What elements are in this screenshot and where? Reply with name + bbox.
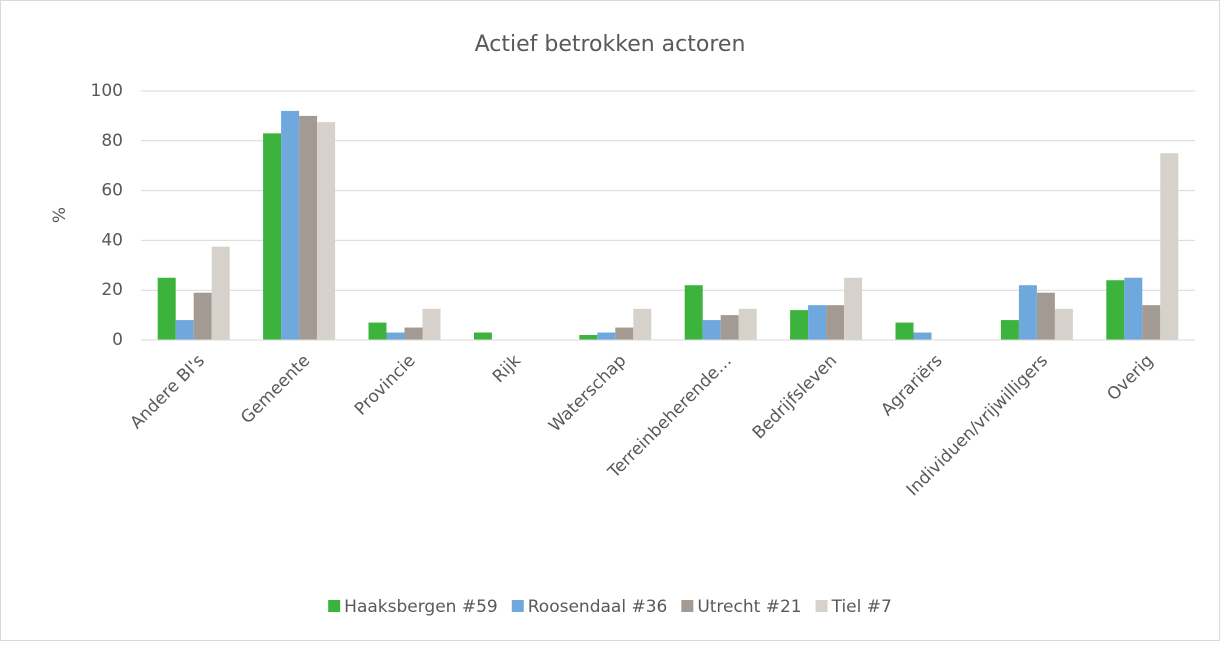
legend-swatch <box>328 600 341 612</box>
bar <box>317 122 336 340</box>
bar <box>157 277 176 340</box>
bar <box>1124 277 1143 340</box>
bar <box>299 115 318 341</box>
bar <box>684 285 703 340</box>
bar <box>422 308 441 340</box>
bar <box>281 110 300 340</box>
bar <box>826 305 845 340</box>
y-tick-label: 60 <box>101 181 123 201</box>
legend-swatch <box>681 600 694 612</box>
bar <box>1000 320 1019 340</box>
bar <box>895 322 914 340</box>
bar <box>1142 305 1161 340</box>
bar <box>193 292 212 340</box>
bar <box>633 308 652 340</box>
bar <box>473 332 492 340</box>
bar <box>913 332 932 340</box>
bar <box>386 332 405 340</box>
y-tick-label: 40 <box>101 230 123 250</box>
legend-swatch <box>511 600 524 612</box>
y-tick-label: 80 <box>101 131 123 151</box>
legend-label: Roosendaal #36 <box>528 597 668 617</box>
bar <box>720 315 739 340</box>
bar <box>175 320 194 340</box>
bar <box>790 310 809 340</box>
bar <box>597 332 616 340</box>
bar <box>702 320 721 340</box>
legend-label: Tiel #7 <box>831 597 892 617</box>
bar <box>1160 153 1179 340</box>
bar <box>1106 280 1125 340</box>
bar <box>579 335 598 340</box>
y-tick-label: 100 <box>91 81 123 101</box>
bar <box>211 246 230 340</box>
bar <box>844 277 863 340</box>
chart-title: Actief betrokken actoren <box>475 32 746 57</box>
legend-label: Utrecht #21 <box>697 597 801 617</box>
bar <box>1018 285 1037 340</box>
bar <box>368 322 387 340</box>
bar <box>615 327 634 340</box>
y-axis-label: % <box>50 207 70 223</box>
bar <box>404 327 423 340</box>
bar <box>808 305 827 340</box>
bar <box>263 133 282 340</box>
legend-label: Haaksbergen #59 <box>344 597 498 617</box>
legend-swatch <box>815 600 828 612</box>
y-tick-label: 0 <box>112 330 123 350</box>
y-tick-label: 20 <box>101 280 123 300</box>
bar <box>1036 292 1055 340</box>
bar <box>738 308 757 340</box>
bar <box>1054 308 1073 340</box>
